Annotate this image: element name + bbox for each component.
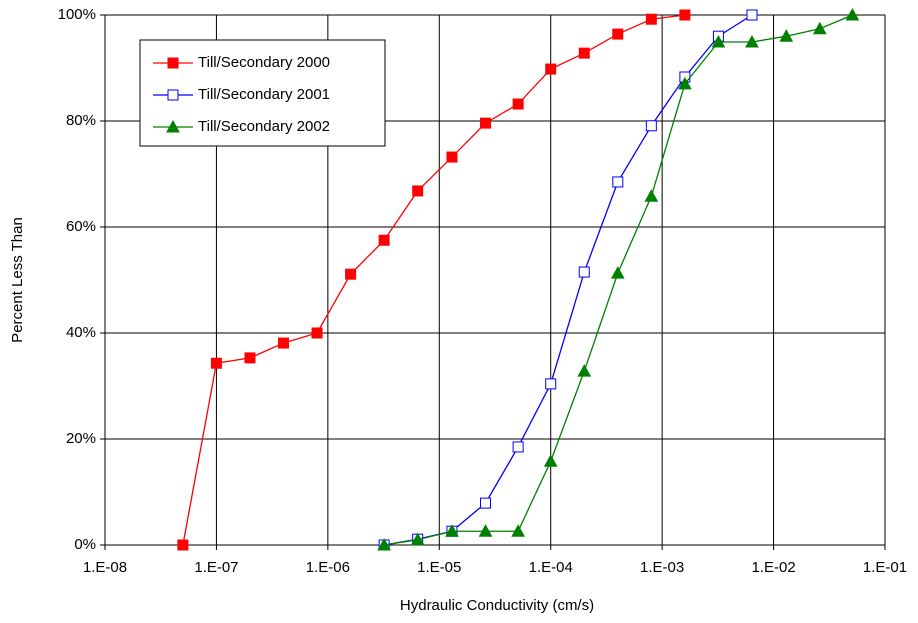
series-line [182, 14, 685, 546]
marker [377, 537, 391, 551]
marker [779, 29, 794, 42]
marker [711, 34, 726, 48]
y-tick-label: 20% [66, 430, 96, 447]
marker [278, 337, 290, 349]
marker [645, 13, 657, 25]
marker [167, 57, 179, 69]
marker [543, 454, 558, 467]
y-tick-label: 40% [66, 324, 96, 341]
marker [480, 117, 492, 129]
marker [445, 524, 459, 537]
marker [478, 524, 493, 537]
marker [210, 357, 222, 369]
marker [345, 268, 357, 280]
x-axis-label: Hydraulic Conductivity (cm/s) [400, 597, 594, 614]
marker [512, 98, 524, 110]
legend-label: Till/Secondary 2000 [198, 54, 330, 71]
marker [166, 119, 180, 133]
x-tick-label: 1.E-01 [863, 559, 907, 576]
marker [678, 76, 692, 90]
marker [610, 266, 625, 279]
y-tick-label: 80% [66, 112, 96, 129]
marker [167, 89, 179, 101]
marker [612, 28, 624, 40]
marker [412, 185, 424, 197]
marker [644, 189, 659, 202]
y-tick-label: 100% [58, 6, 96, 23]
marker [446, 151, 458, 163]
marker [578, 266, 590, 278]
marker [645, 120, 657, 132]
marker [512, 441, 524, 453]
marker [545, 378, 557, 390]
marker [578, 47, 590, 59]
marker [845, 7, 860, 21]
legend-label: Till/Secondary 2001 [198, 86, 330, 103]
y-axis-label: Percent Less Than [9, 217, 26, 343]
marker [545, 63, 557, 75]
marker [511, 524, 525, 537]
legend: Till/Secondary 2000 Till/Secondary 2001 Ti… [139, 39, 386, 147]
marker [679, 9, 691, 21]
marker [177, 539, 189, 551]
x-tick-label: 1.E-04 [529, 559, 573, 576]
x-tick-label: 1.E-03 [640, 559, 684, 576]
marker [612, 176, 624, 188]
marker [577, 364, 592, 377]
marker [480, 497, 492, 509]
x-tick-label: 1.E-07 [194, 559, 238, 576]
x-tick-label: 1.E-02 [751, 559, 795, 576]
marker [378, 234, 390, 246]
series-line [384, 14, 853, 546]
x-tick-label: 1.E-05 [417, 559, 461, 576]
y-tick-label: 0% [74, 536, 96, 553]
marker [410, 532, 425, 546]
legend-label: Till/Secondary 2002 [198, 118, 330, 135]
marker [746, 9, 758, 21]
plot-frame [104, 14, 886, 546]
marker [311, 327, 323, 339]
legend-box [139, 39, 386, 147]
x-tick-label: 1.E-08 [83, 559, 127, 576]
marker [745, 34, 759, 48]
marker [812, 21, 827, 35]
y-tick-label: 60% [66, 218, 96, 235]
x-tick-label: 1.E-06 [306, 559, 350, 576]
marker [244, 352, 256, 364]
